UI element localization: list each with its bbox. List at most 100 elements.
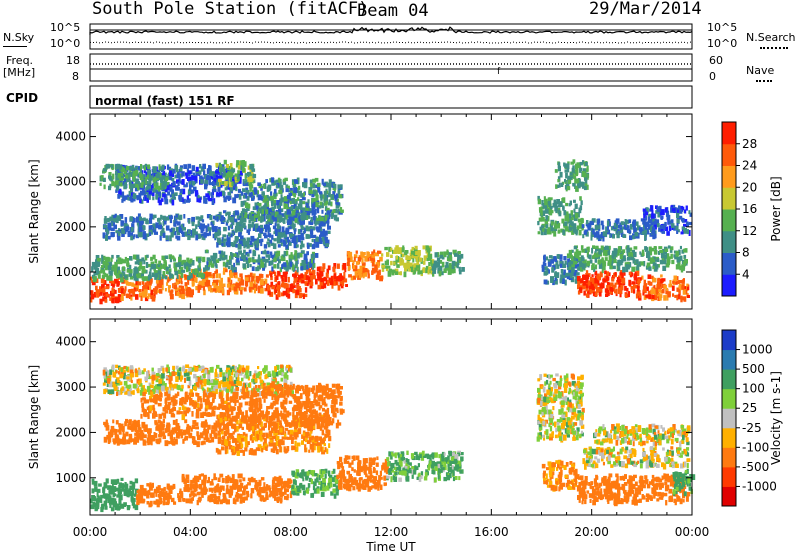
- echo-cell: [280, 283, 284, 288]
- echo-cell: [200, 176, 204, 182]
- echo-cell: [368, 457, 373, 462]
- velocity-echo-region: [290, 468, 340, 499]
- echo-cell: [655, 291, 659, 295]
- echo-cell: [304, 272, 308, 277]
- echo-cell: [271, 212, 275, 216]
- echo-cell: [116, 168, 120, 174]
- echo-cell: [309, 279, 312, 283]
- echo-cell: [169, 218, 173, 224]
- echo-cell: [458, 270, 462, 275]
- echo-cell: [575, 263, 580, 268]
- echo-cell: [157, 485, 161, 490]
- echo-cell: [325, 200, 329, 205]
- echo-cell: [322, 222, 326, 227]
- echo-cell: [321, 474, 324, 478]
- echo-cell: [210, 220, 215, 226]
- echo-cell: [617, 230, 620, 236]
- echo-cell: [613, 259, 617, 264]
- echo-cell: [249, 186, 252, 192]
- echo-cell: [207, 495, 211, 502]
- echo-cell: [142, 286, 146, 292]
- echo-cell: [320, 216, 324, 222]
- echo-cell: [196, 196, 201, 203]
- echo-cell: [211, 275, 215, 279]
- echo-cell: [343, 278, 348, 283]
- echo-cell: [258, 285, 262, 289]
- echo-cell: [217, 240, 222, 246]
- echo-cell: [642, 285, 647, 291]
- echo-cell: [235, 221, 240, 228]
- echo-cell: [197, 257, 202, 263]
- echo-cell: [267, 186, 271, 192]
- echo-cell: [642, 208, 646, 212]
- echo-cell: [154, 259, 158, 264]
- echo-cell: [313, 211, 317, 215]
- echo-cell: [611, 253, 615, 259]
- echo-cell: [379, 275, 383, 282]
- echo-cell: [116, 503, 120, 509]
- echo-cell: [127, 282, 132, 286]
- echo-cell: [181, 171, 185, 177]
- echo-cell: [176, 169, 179, 173]
- echo-cell: [226, 219, 229, 224]
- echo-cell: [578, 229, 582, 236]
- echo-cell: [268, 208, 273, 213]
- echo-cell: [183, 480, 187, 484]
- echo-cell: [659, 250, 664, 253]
- echo-cell: [341, 466, 345, 472]
- echo-cell: [460, 253, 464, 259]
- echo-cell: [158, 279, 162, 285]
- echo-cell: [643, 283, 648, 288]
- echo-cell: [431, 259, 435, 265]
- echo-cell: [589, 259, 593, 264]
- cpid-frame: [89, 85, 693, 109]
- echo-cell: [103, 218, 108, 224]
- echo-cell: [100, 494, 105, 499]
- echo-cell: [115, 487, 119, 492]
- echo-cell: [105, 258, 108, 263]
- echo-cell: [576, 272, 580, 276]
- echo-cell: [210, 221, 213, 226]
- echo-cell: [625, 219, 630, 224]
- echo-cell: [249, 289, 252, 293]
- echo-cell: [220, 190, 225, 196]
- echo-cell: [115, 170, 118, 176]
- echo-cell: [152, 187, 156, 193]
- echo-cell: [239, 225, 243, 232]
- echo-cell: [207, 279, 211, 286]
- echo-cell: [139, 198, 142, 204]
- echo-cell: [328, 477, 332, 483]
- power-echo-region: [576, 270, 641, 299]
- echo-cell: [155, 174, 160, 179]
- echo-cell: [153, 177, 157, 182]
- echo-cell: [204, 486, 207, 490]
- echo-cell: [331, 284, 334, 289]
- echo-cell: [596, 253, 599, 258]
- echo-cell: [570, 216, 574, 221]
- echo-cell: [561, 278, 565, 284]
- echo-cell: [96, 491, 99, 498]
- echo-cell: [215, 259, 220, 263]
- echo-cell: [274, 222, 277, 227]
- echo-cell: [240, 219, 243, 226]
- echo-cell: [643, 261, 646, 267]
- echo-cell: [216, 483, 220, 487]
- echo-cell: [91, 495, 95, 500]
- echo-cell: [213, 473, 216, 479]
- echo-cell: [105, 293, 109, 297]
- echo-cell: [273, 257, 277, 262]
- echo-cell: [228, 181, 233, 188]
- echo-cell: [571, 214, 576, 219]
- echo-cell: [405, 255, 409, 260]
- echo-cell: [288, 264, 292, 270]
- echo-cell: [173, 231, 177, 236]
- echo-cell: [284, 488, 287, 494]
- echo-cell: [120, 220, 123, 225]
- echo-cell: [655, 287, 660, 294]
- echo-cell: [595, 289, 599, 293]
- echo-cell: [319, 226, 323, 233]
- echo-cell: [207, 214, 211, 219]
- echo-cell: [213, 176, 217, 183]
- echo-cell: [307, 199, 310, 204]
